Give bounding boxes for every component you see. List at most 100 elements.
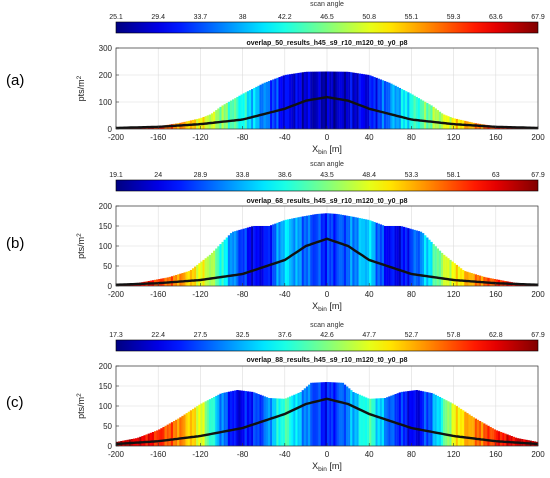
density-bar (396, 86, 399, 129)
density-bar (390, 83, 393, 129)
density-bar (438, 111, 442, 129)
density-bar (191, 408, 195, 446)
density-bar (457, 266, 461, 286)
density-bar (210, 398, 214, 446)
density-bar (476, 419, 480, 446)
y-tick-label: 300 (99, 44, 113, 53)
density-bar (409, 228, 412, 286)
density-bar (354, 392, 357, 446)
density-bar (225, 103, 229, 129)
y-axis-label: pts/m2 (76, 233, 86, 259)
density-bar (451, 403, 454, 446)
density-bar (421, 233, 425, 286)
plot-area-b: -200 -160 -120 -80 -40 0 40 80 120 160 200 0 50 100 15… (76, 202, 545, 313)
density-bar (221, 105, 224, 129)
density-bar (383, 81, 387, 129)
density-bar (194, 407, 197, 446)
density-bar (394, 394, 397, 446)
colorbar-tick-label: 57.8 (447, 332, 461, 339)
density-bar (301, 216, 304, 286)
density-bar (194, 266, 197, 286)
density-bar (295, 73, 298, 129)
density-bar (375, 398, 378, 446)
density-bar (447, 258, 450, 286)
density-bar (324, 213, 328, 286)
density-bar (386, 397, 389, 446)
density-bar (331, 213, 334, 286)
density-bar (434, 246, 437, 286)
density-bar (145, 434, 148, 446)
density-bar (284, 74, 288, 129)
density-bar (455, 406, 459, 446)
density-bar (322, 382, 326, 446)
density-bar (274, 78, 277, 129)
density-bar (236, 230, 239, 286)
density-bar (462, 269, 465, 286)
density-bar (407, 228, 410, 286)
density-bar (364, 397, 368, 446)
density-bar (362, 396, 366, 446)
density-bar (371, 398, 374, 446)
density-bar (189, 269, 193, 286)
density-bar (375, 77, 378, 129)
density-bar (299, 392, 302, 446)
density-bar (447, 401, 450, 446)
density-bar (432, 106, 435, 129)
x-tick-label: 80 (407, 450, 416, 459)
density-bar (428, 392, 431, 446)
panel-c: (c) scan angle 17.3 22.4 27.5 32.5 37.6 42.6 4… (6, 322, 545, 473)
density-bar (457, 407, 461, 446)
density-bar (172, 421, 176, 446)
density-bar (191, 268, 195, 286)
profile-curve (115, 397, 539, 446)
plot-area-c: -200 -160 -120 -80 -40 0 40 80 120 160 200 0 50 100 15… (76, 362, 545, 473)
density-bar (470, 273, 473, 286)
density-bar (362, 74, 366, 129)
density-bar (312, 382, 315, 446)
density-bar (432, 244, 435, 286)
colorbar-tick-label: 27.5 (194, 332, 208, 339)
density-bar (341, 382, 345, 446)
density-bar (223, 392, 226, 446)
density-bar (478, 275, 482, 286)
colorbar-tick-label: 63.6 (489, 14, 503, 21)
density-bar (434, 108, 437, 129)
density-bar (373, 398, 376, 446)
density-bar (413, 95, 416, 129)
density-bar (407, 92, 410, 129)
density-bar (413, 390, 416, 446)
x-tick-label: 160 (489, 133, 503, 142)
density-bar (151, 432, 155, 446)
density-bar (278, 222, 281, 286)
density-bar (286, 397, 290, 446)
density-bar (364, 74, 368, 129)
density-bar (331, 382, 334, 446)
density-bar (345, 215, 349, 286)
density-bar (168, 423, 172, 446)
colorbar-gradient-c (115, 339, 539, 352)
density-bar (451, 261, 454, 286)
y-tick-label: 100 (99, 402, 113, 411)
density-bar (312, 214, 315, 286)
x-tick-label: 40 (365, 133, 374, 142)
density-bar (162, 427, 165, 446)
density-bar (246, 227, 250, 286)
density-bar (248, 90, 252, 129)
density-bar (314, 214, 317, 286)
density-bar (360, 73, 364, 129)
density-bar (434, 394, 437, 446)
colorbar-tick-label: 42.2 (278, 14, 292, 21)
density-bar (225, 392, 229, 446)
density-bar (474, 274, 478, 286)
density-bar (436, 248, 440, 286)
colorbar-label-a: scan angle (310, 1, 344, 8)
density-bar (293, 218, 296, 286)
density-bar (358, 218, 361, 286)
density-bar (223, 104, 226, 129)
density-bar (464, 411, 467, 446)
density-bar (284, 398, 288, 446)
density-bar (295, 393, 298, 446)
density-bar (229, 233, 233, 286)
plot-title-b: overlap_68_results_h45_s9_r10_m120_t0_y0… (246, 198, 407, 205)
y-tick-label: 200 (99, 362, 113, 371)
